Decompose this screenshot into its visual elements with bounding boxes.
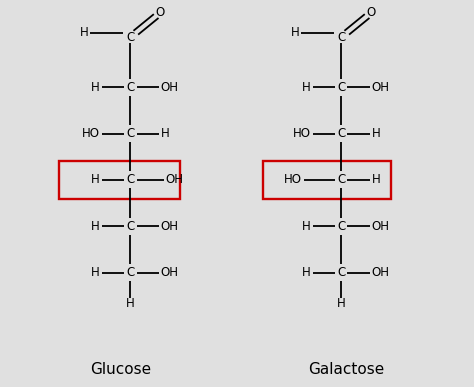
Text: C: C — [337, 127, 346, 140]
Text: C: C — [126, 173, 135, 187]
Text: H: H — [337, 296, 346, 310]
Text: OH: OH — [160, 266, 178, 279]
Text: H: H — [126, 296, 135, 310]
Text: OH: OH — [371, 266, 389, 279]
Text: H: H — [302, 220, 310, 233]
Text: C: C — [337, 80, 346, 94]
Bar — [263, 161, 391, 199]
Text: HO: HO — [284, 173, 302, 187]
Text: H: H — [302, 80, 310, 94]
Text: H: H — [291, 26, 299, 39]
Text: H: H — [372, 173, 381, 187]
Text: C: C — [337, 220, 346, 233]
Text: OH: OH — [371, 80, 389, 94]
Text: H: H — [91, 173, 100, 187]
Text: OH: OH — [371, 220, 389, 233]
Text: C: C — [337, 31, 346, 44]
Text: Galactose: Galactose — [308, 362, 384, 377]
Text: H: H — [91, 220, 100, 233]
Text: H: H — [80, 26, 88, 39]
Text: OH: OH — [160, 80, 178, 94]
Text: C: C — [126, 266, 135, 279]
Text: C: C — [126, 220, 135, 233]
Text: C: C — [337, 173, 346, 187]
Text: H: H — [91, 80, 100, 94]
Text: C: C — [337, 266, 346, 279]
Text: OH: OH — [160, 220, 178, 233]
Text: HO: HO — [292, 127, 310, 140]
Text: C: C — [126, 127, 135, 140]
Text: HO: HO — [82, 127, 100, 140]
Text: C: C — [126, 31, 135, 44]
Text: Glucose: Glucose — [91, 362, 151, 377]
Text: H: H — [372, 127, 381, 140]
Text: O: O — [155, 6, 165, 19]
Text: H: H — [91, 266, 100, 279]
Text: OH: OH — [165, 173, 183, 187]
Text: H: H — [302, 266, 310, 279]
Text: H: H — [161, 127, 170, 140]
Text: O: O — [366, 6, 376, 19]
Bar — [59, 161, 180, 199]
Text: C: C — [126, 80, 135, 94]
